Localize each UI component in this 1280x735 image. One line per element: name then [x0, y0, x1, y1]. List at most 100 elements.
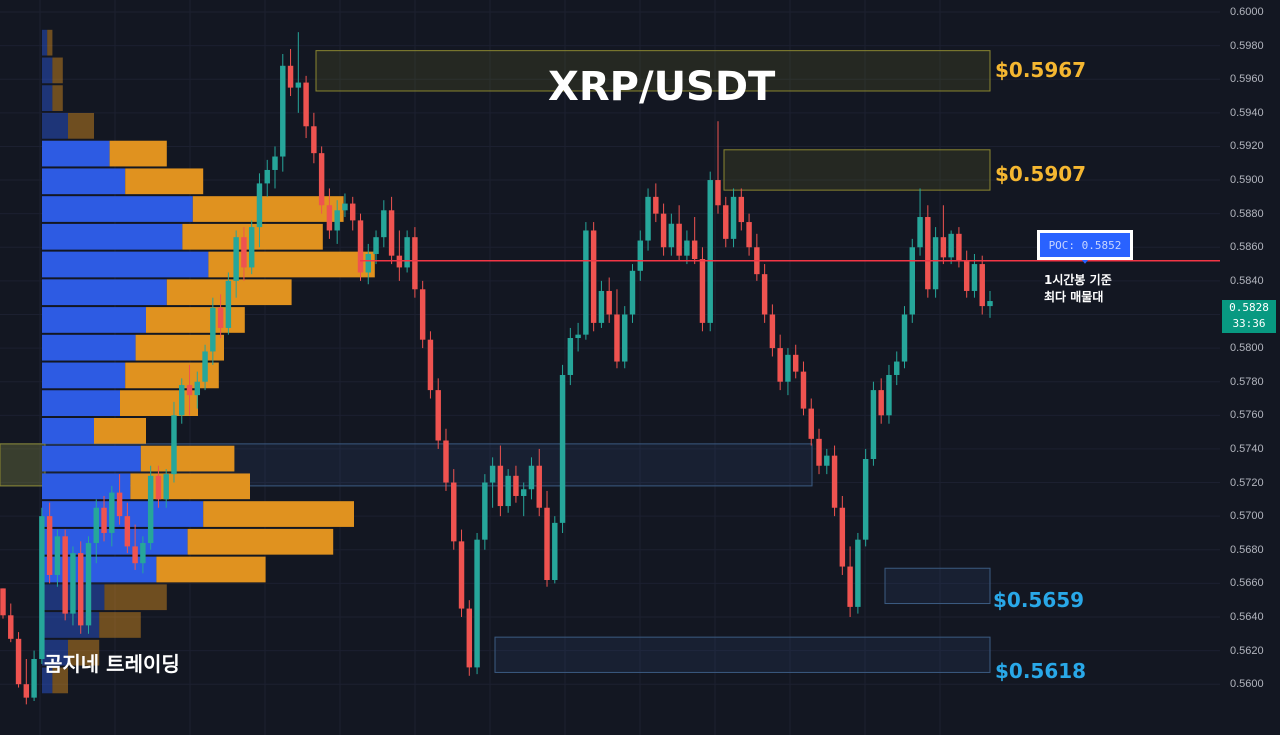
volume-profile-sell-bar	[94, 417, 146, 444]
price-zone	[494, 636, 991, 673]
candle-body	[458, 541, 465, 609]
volume-profile-buy-bar	[42, 251, 209, 278]
price-tick-label: 0.5920	[1230, 140, 1264, 153]
price-tick-label: 0.5900	[1230, 174, 1264, 187]
price-zone	[884, 567, 991, 605]
candle-body	[536, 465, 542, 508]
brand-watermark: 곰지네 트레이딩	[44, 652, 180, 676]
volume-profile-buy-bar	[42, 112, 68, 139]
candle-body	[210, 307, 216, 352]
candle-body	[342, 203, 348, 211]
volume-profile-buy-bar	[42, 417, 94, 444]
zone-label: $0.5967	[995, 58, 1087, 82]
price-tick-label: 0.5780	[1230, 375, 1264, 388]
volume-profile-sell-bar	[203, 501, 354, 527]
price-tick-label: 0.5960	[1230, 73, 1264, 86]
volume-profile-sell-bar	[99, 612, 141, 638]
volume-profile-sell-bar	[125, 168, 204, 195]
price-tick-label: 0.5660	[1230, 577, 1264, 590]
candle-body	[971, 264, 978, 291]
volume-profile-buy-bar	[42, 307, 146, 333]
candle-body	[404, 237, 410, 268]
candle-body	[116, 492, 123, 517]
candle-body	[552, 522, 558, 581]
candle-body	[373, 237, 379, 254]
zone-label: $0.5907	[995, 162, 1087, 186]
candle-body	[412, 237, 418, 290]
volume-profile-buy-bar	[42, 473, 131, 500]
candle-body	[622, 314, 628, 362]
candle-body	[847, 566, 853, 607]
candle-body	[956, 233, 962, 261]
candle-body	[101, 507, 107, 533]
candle-body	[225, 280, 232, 328]
price-tick-label: 0.5700	[1230, 510, 1264, 523]
candle-body	[505, 475, 511, 507]
candle-body	[614, 314, 620, 362]
candle-body	[653, 196, 659, 214]
candle-body	[334, 210, 340, 231]
candle-body	[598, 290, 605, 323]
candle-body	[427, 339, 434, 391]
volume-profile-sell-bar	[52, 85, 63, 111]
price-tick-label: 0.5980	[1230, 39, 1264, 52]
candle-body	[925, 217, 931, 290]
candle-body	[0, 588, 6, 616]
last-price-value: 0.5828	[1229, 301, 1269, 314]
bar-countdown: 33:36	[1232, 317, 1266, 330]
candle-body	[894, 361, 900, 375]
candle-body	[419, 289, 426, 340]
candle-body	[256, 183, 263, 228]
candle-body	[326, 205, 333, 231]
volume-profile-sell-bar	[109, 140, 167, 167]
candle-body	[917, 217, 923, 248]
volume-profile-buy-bar	[42, 57, 53, 84]
candle-body	[855, 539, 861, 607]
candle-body	[839, 507, 846, 567]
zone-label: $0.5618	[995, 659, 1087, 683]
candle-body	[357, 220, 364, 273]
candle-body	[862, 459, 869, 540]
candle-body	[388, 210, 395, 256]
price-tick-label: 0.5680	[1230, 543, 1264, 556]
price-zone	[315, 50, 991, 92]
price-zone	[723, 149, 991, 191]
volume-profile-sell-bar	[156, 556, 266, 583]
candle-body	[443, 440, 449, 483]
volume-profile-buy-bar	[42, 390, 120, 416]
poc-note-line: 1시간봉 기준	[1044, 273, 1112, 287]
volume-profile-sell-bar	[135, 334, 224, 361]
candle-body	[39, 516, 45, 659]
candle-body	[451, 482, 457, 542]
candle-body	[800, 371, 807, 409]
candle-body	[730, 196, 737, 239]
candle-body	[272, 156, 278, 170]
candle-body	[303, 82, 309, 127]
price-tick-label: 0.5760	[1230, 409, 1264, 422]
volume-profile-buy-bar	[42, 29, 48, 56]
candle-body	[567, 338, 574, 375]
volume-profile-sell-bar	[68, 112, 94, 139]
candle-body	[544, 507, 550, 581]
candle-body	[350, 203, 356, 221]
candle-body	[396, 255, 403, 268]
volume-profile-sell-bar	[192, 196, 344, 222]
candle-body	[287, 65, 294, 88]
candle-body	[132, 546, 138, 564]
candle-body	[987, 301, 993, 307]
candle-body	[590, 230, 597, 323]
candle-body	[513, 475, 519, 496]
poc-note-line: 최다 매물대	[1044, 290, 1104, 304]
candle-body	[280, 65, 286, 157]
volume-profile-sell-bar	[52, 667, 68, 694]
candle-body	[583, 230, 589, 335]
candle-body	[886, 374, 892, 416]
volume-profile-sell-bar	[68, 639, 100, 666]
candle-body	[940, 237, 947, 258]
volume-profile-buy-bar	[42, 639, 68, 666]
candle-body	[202, 351, 208, 382]
zone-label: $0.5659	[993, 588, 1085, 612]
volume-profile-sell-bar	[47, 29, 53, 56]
